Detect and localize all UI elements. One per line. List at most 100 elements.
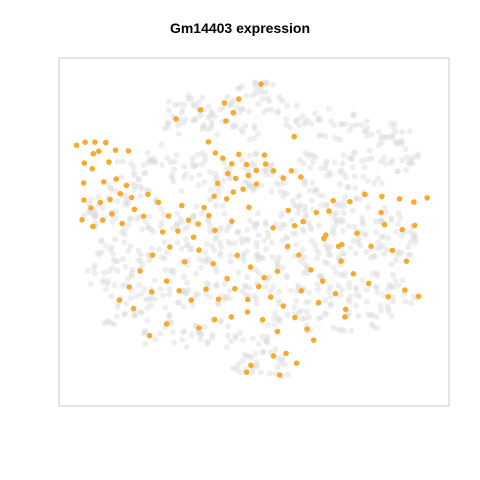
background-cell-point bbox=[314, 286, 321, 293]
background-cell-point bbox=[131, 313, 138, 319]
background-cell-point bbox=[125, 199, 132, 206]
background-cell-point bbox=[385, 306, 392, 313]
background-cell-point bbox=[280, 193, 287, 200]
background-cell-point bbox=[274, 261, 281, 268]
background-cell-point bbox=[212, 202, 219, 209]
background-cell-point bbox=[297, 201, 304, 208]
background-cell-point bbox=[302, 181, 308, 188]
background-cell-point bbox=[108, 293, 115, 300]
background-cell-point bbox=[241, 254, 248, 260]
background-cell-point bbox=[251, 221, 258, 228]
expressing-cell-point bbox=[270, 168, 277, 174]
background-cell-point bbox=[398, 249, 405, 256]
expressing-cell-point bbox=[232, 175, 239, 182]
background-cell-point bbox=[147, 158, 154, 165]
background-cell-point bbox=[345, 223, 352, 230]
background-cell-point bbox=[235, 228, 242, 235]
background-cell-point bbox=[146, 213, 153, 220]
expressing-cell-point bbox=[80, 180, 87, 186]
expressing-cell-point bbox=[274, 268, 281, 275]
background-cell-point bbox=[388, 283, 395, 290]
background-cell-point bbox=[177, 215, 184, 222]
background-cell-point bbox=[262, 283, 269, 290]
background-cell-point bbox=[246, 352, 252, 359]
expressing-cell-point bbox=[196, 247, 202, 253]
background-cell-point bbox=[274, 355, 281, 362]
background-cell-point bbox=[254, 250, 261, 257]
background-cell-point bbox=[331, 122, 338, 129]
background-cell-point bbox=[371, 180, 378, 186]
background-cell-point bbox=[275, 315, 282, 322]
background-cell-point bbox=[301, 179, 308, 186]
chart-title: Gm14403 expression bbox=[169, 20, 311, 36]
background-cell-point bbox=[137, 183, 143, 190]
background-cell-point bbox=[190, 214, 197, 220]
background-cell-point bbox=[301, 254, 308, 261]
background-cell-point bbox=[353, 121, 360, 128]
background-cell-point bbox=[103, 318, 110, 325]
expressing-cell-point bbox=[332, 290, 339, 297]
expressing-cell-point bbox=[258, 81, 264, 87]
background-cell-point bbox=[315, 315, 322, 322]
background-cell-point bbox=[295, 282, 302, 289]
expressing-cell-point bbox=[203, 286, 209, 292]
background-cell-point bbox=[299, 226, 306, 233]
expressing-cell-point bbox=[229, 218, 235, 224]
background-cell-point bbox=[165, 98, 172, 105]
expressing-cell-point bbox=[145, 191, 151, 198]
background-cell-point bbox=[235, 85, 242, 92]
background-cell-point bbox=[392, 277, 399, 284]
background-cell-point bbox=[308, 120, 315, 127]
background-cell-point bbox=[327, 293, 334, 300]
background-cell-point bbox=[392, 128, 399, 135]
background-cell-point bbox=[380, 133, 387, 140]
background-cell-point bbox=[138, 291, 145, 298]
background-cell-point bbox=[99, 249, 105, 256]
background-cell-point bbox=[281, 189, 288, 196]
background-cell-point bbox=[197, 112, 204, 119]
background-cell-point bbox=[341, 171, 348, 178]
background-cell-point bbox=[185, 95, 192, 102]
background-cell-point bbox=[320, 192, 327, 199]
expressing-cell-point bbox=[88, 205, 94, 211]
background-cell-point bbox=[392, 138, 399, 145]
background-cell-point bbox=[189, 160, 196, 167]
background-cell-point bbox=[302, 149, 309, 156]
background-cell-point bbox=[335, 326, 342, 333]
expressing-cell-point bbox=[244, 309, 251, 315]
background-cell-point bbox=[136, 213, 143, 220]
background-cell-point bbox=[310, 153, 317, 160]
background-cell-point bbox=[111, 321, 118, 328]
expressing-cell-point bbox=[81, 160, 88, 166]
expressing-cell-point bbox=[99, 217, 106, 223]
expressing-cell-point bbox=[310, 337, 317, 344]
background-cell-point bbox=[191, 117, 198, 124]
background-cell-point bbox=[269, 239, 275, 246]
expressing-cell-point bbox=[206, 212, 212, 219]
background-cell-point bbox=[253, 359, 260, 366]
background-cell-point bbox=[130, 164, 137, 171]
background-cell-point bbox=[349, 164, 356, 171]
background-cell-point bbox=[375, 142, 382, 149]
background-cell-point bbox=[248, 354, 255, 361]
background-cell-point bbox=[377, 218, 384, 225]
background-cell-point bbox=[127, 215, 134, 222]
expressing-cell-point bbox=[296, 252, 302, 258]
background-cell-point bbox=[217, 319, 224, 326]
background-cell-point bbox=[306, 187, 313, 194]
background-cell-point bbox=[300, 270, 307, 276]
background-cell-point bbox=[302, 212, 309, 218]
background-cell-point bbox=[92, 213, 99, 220]
expressing-cell-point bbox=[411, 222, 418, 229]
background-cell-point bbox=[306, 289, 313, 296]
background-cell-point bbox=[101, 269, 108, 276]
expressing-cell-point bbox=[149, 289, 155, 295]
background-cell-point bbox=[195, 99, 202, 106]
background-cell-point bbox=[385, 235, 392, 242]
background-cell-point bbox=[309, 179, 316, 186]
background-cell-point bbox=[395, 249, 402, 256]
background-cell-point bbox=[302, 214, 309, 221]
background-cell-point bbox=[388, 214, 395, 221]
background-cell-point bbox=[156, 246, 163, 253]
background-cell-point bbox=[341, 270, 348, 277]
